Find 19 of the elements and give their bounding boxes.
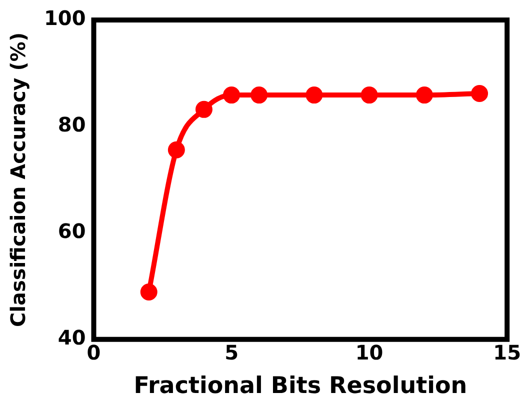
point bbox=[360, 86, 378, 104]
y-axis-title: Classificaion Accuracy (%) bbox=[6, 32, 30, 328]
y-tick-label: 80 bbox=[58, 112, 86, 137]
point bbox=[250, 86, 268, 104]
point bbox=[140, 284, 158, 301]
point bbox=[195, 100, 212, 118]
y-tick-label: 100 bbox=[44, 6, 86, 30]
point bbox=[223, 86, 240, 104]
x-tick-label: 10 bbox=[355, 340, 384, 365]
x-tick-label: 15 bbox=[493, 340, 522, 365]
point bbox=[471, 84, 488, 102]
point bbox=[306, 86, 323, 104]
point bbox=[416, 86, 433, 104]
x-axis-title: Fractional Bits Resolution bbox=[134, 373, 468, 400]
point bbox=[168, 141, 185, 158]
x-tick-label: 5 bbox=[224, 340, 238, 365]
x-tick-label: 0 bbox=[86, 340, 101, 365]
y-tick-label: 40 bbox=[58, 326, 86, 350]
y-tick-label: 60 bbox=[58, 219, 86, 244]
